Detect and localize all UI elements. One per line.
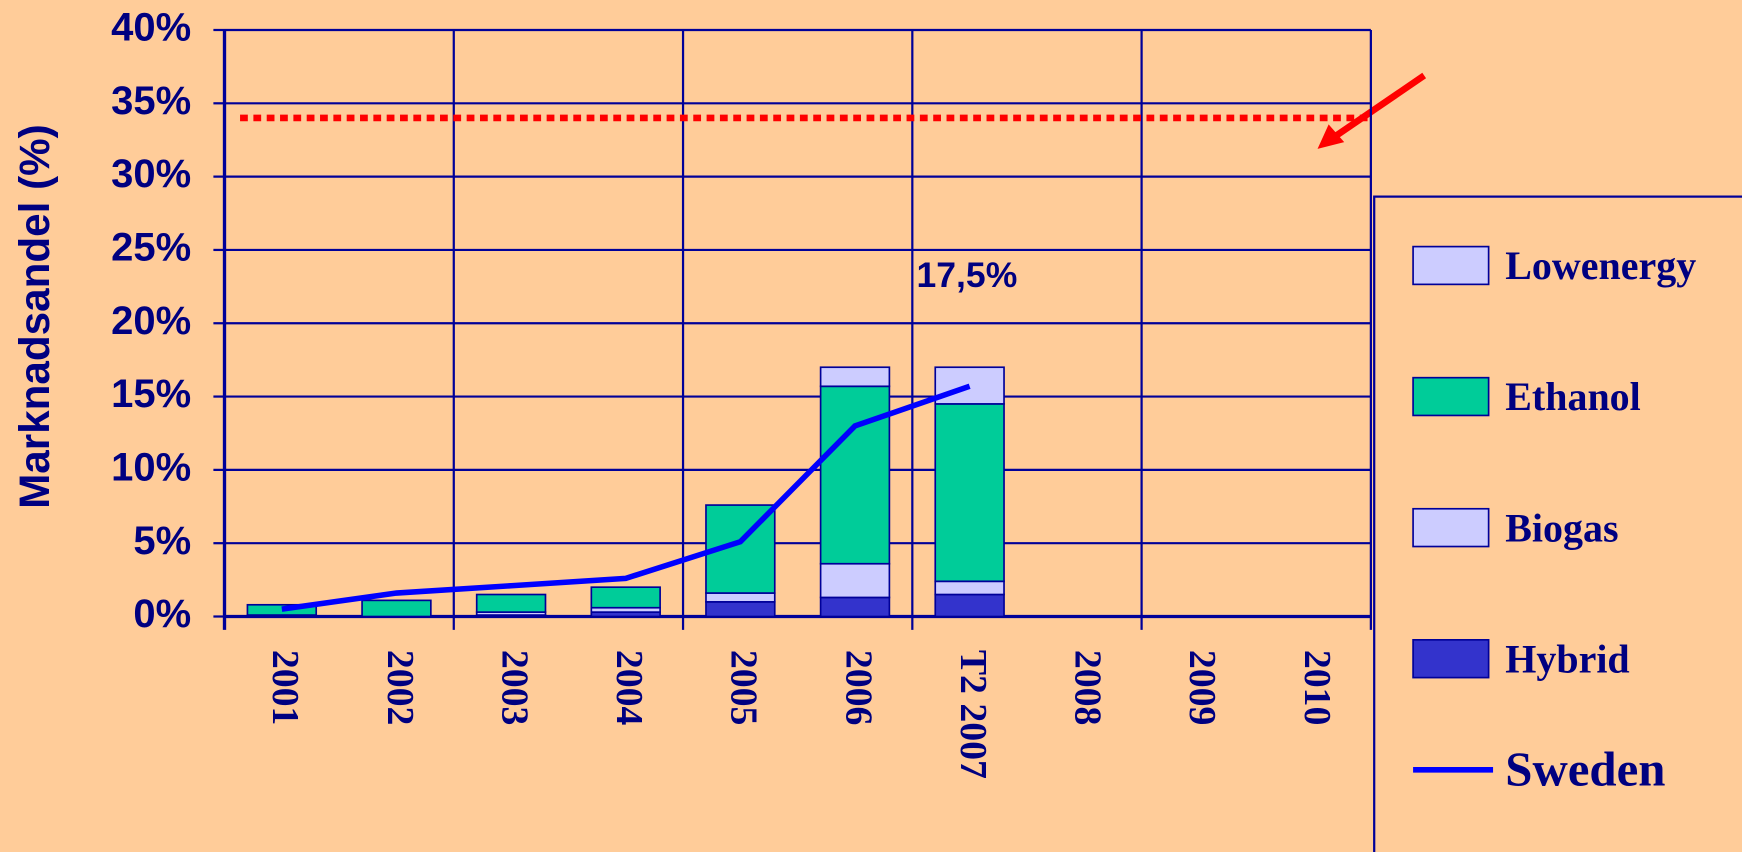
bar-segment [934,366,1005,405]
x-tick-label: 2005 [723,650,765,726]
legend-swatch [1412,376,1490,417]
legend-label: Ethanol [1505,374,1641,419]
y-tick-label: 5% [133,519,191,563]
y-tick-label: 0% [133,592,191,636]
x-tick-label: 2002 [379,650,421,726]
bar-segment [819,366,891,388]
bar-segment [705,592,776,603]
legend-swatch [1412,245,1490,286]
x-tick-label: 2008 [1067,650,1109,726]
y-tick-label: 10% [111,445,191,489]
x-tick-label: 2006 [837,650,879,726]
x-tick-label: 2004 [608,650,650,726]
bar-segment [819,596,891,618]
bar-segment [590,586,661,609]
legend-swatch [1412,639,1490,679]
annotation: 17,5% [917,255,1018,295]
bar-segment [934,593,1005,618]
arrow-head [1317,124,1345,149]
bar-segment [475,593,547,613]
bar-segment [934,580,1005,596]
legend-label: Sweden [1505,741,1665,796]
bar-segment [361,599,432,618]
bar-segment [819,562,891,599]
line-series [281,383,971,612]
x-tick-label: 2010 [1296,650,1338,726]
x-tick-label: 2001 [264,650,306,726]
y-tick-label: 15% [111,372,191,416]
arrow [1317,72,1427,149]
legend-label: Lowenergy [1505,243,1696,288]
bar-segment [819,385,891,565]
y-tick-label: 25% [111,225,191,269]
x-tick-label: T2 2007 [952,650,994,779]
y-tick-label: 35% [111,79,191,123]
bar-segment [246,603,318,616]
y-axis-label: Marknadsandel (%) [11,124,58,509]
y-tick-label: 40% [111,6,191,50]
y-tick-label: 20% [111,299,191,343]
x-tick-label: 2009 [1181,650,1223,726]
bar-segment [934,403,1005,583]
legend-label: Hybrid [1505,636,1629,681]
bar-segment [705,601,776,618]
x-tick-label: 2003 [493,650,535,726]
legend-label: Biogas [1505,505,1618,550]
y-tick-label: 30% [111,152,191,196]
arrow-shaft [1331,72,1427,141]
legend-swatch [1412,507,1490,548]
